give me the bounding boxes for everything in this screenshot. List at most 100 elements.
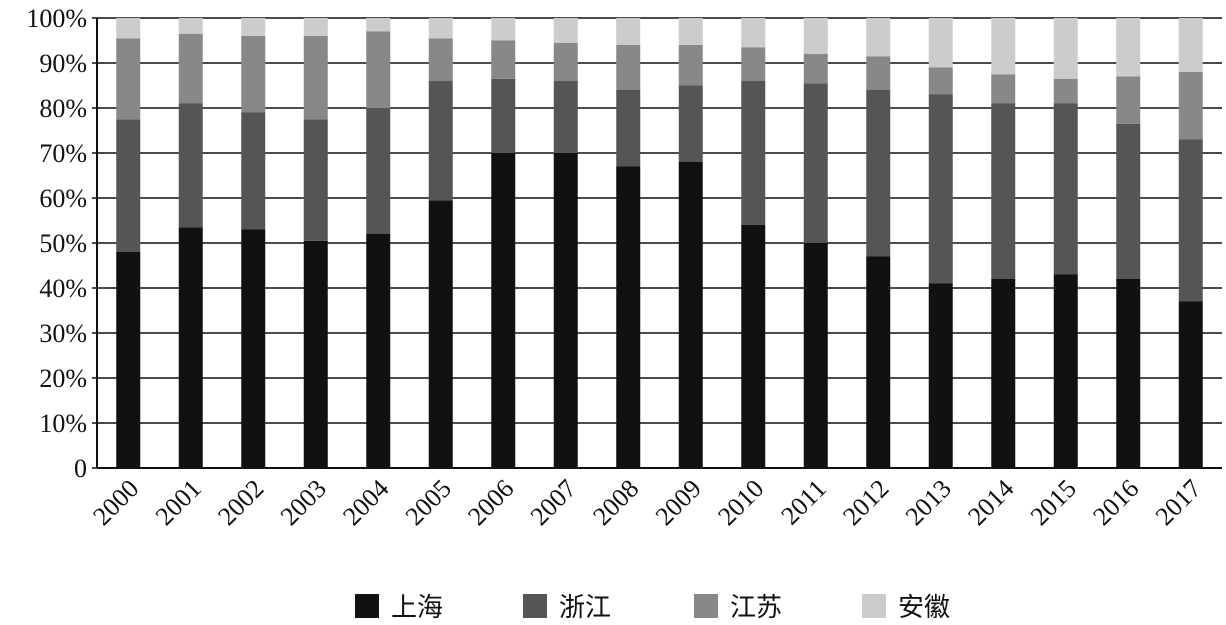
bar-segment: [616, 166, 641, 468]
bar-segment: [1053, 78, 1078, 104]
bar-segment: [116, 119, 141, 252]
bar-segment: [553, 81, 578, 153]
bar-segment: [491, 78, 516, 153]
x-tick-label: 2009: [650, 474, 707, 531]
bar-segment: [303, 240, 328, 468]
x-tick-label: 2013: [900, 474, 957, 531]
bar-segment: [366, 108, 391, 234]
x-tick-label: 2014: [962, 474, 1019, 531]
bar-segment: [616, 90, 641, 167]
bar-segment: [803, 243, 828, 468]
bar-segment: [678, 45, 703, 86]
bar-segment: [241, 18, 266, 36]
bar-segment: [1053, 103, 1078, 275]
bar-segment: [428, 18, 453, 39]
bar-segment: [928, 94, 953, 284]
y-tick-label: 10%: [39, 409, 87, 438]
bar-segment: [1178, 72, 1203, 140]
bar-segment: [991, 18, 1016, 75]
bar-segment: [1116, 76, 1141, 124]
legend-label: 上海: [391, 593, 443, 622]
bar-segment: [491, 153, 516, 468]
bar-segment: [116, 252, 141, 468]
bar-segment: [741, 18, 766, 48]
bar-segment: [1116, 18, 1141, 77]
bar-segment: [553, 153, 578, 468]
bar-segment: [116, 38, 141, 120]
y-tick-label: 50%: [39, 229, 87, 258]
x-tick-label: 2005: [400, 474, 457, 531]
bar-segment: [178, 103, 203, 228]
bar-segment: [303, 36, 328, 120]
bar-segment: [803, 18, 828, 54]
x-tick-label: 2015: [1025, 474, 1082, 531]
x-tick-label: 2017: [1150, 474, 1207, 531]
bar-segment: [616, 45, 641, 90]
bar-segment: [241, 229, 266, 468]
bar-segment: [741, 47, 766, 81]
legend-swatch: [694, 594, 718, 618]
y-tick-label: 40%: [39, 274, 87, 303]
bar-segment: [241, 36, 266, 113]
bar-segment: [991, 279, 1016, 468]
x-tick-label: 2004: [337, 474, 394, 531]
bar-segment: [491, 18, 516, 41]
y-tick-label: 100%: [26, 4, 87, 33]
bar-segment: [553, 42, 578, 81]
x-tick-label: 2008: [587, 474, 644, 531]
x-tick-label: 2010: [712, 474, 769, 531]
y-tick-label: 90%: [39, 49, 87, 78]
bar-segment: [428, 38, 453, 81]
x-tick-label: 2012: [837, 474, 894, 531]
y-tick-label: 70%: [39, 139, 87, 168]
bar-segment: [678, 85, 703, 162]
bar-segment: [928, 283, 953, 468]
bar-segment: [178, 18, 203, 34]
bar-segment: [303, 119, 328, 241]
y-tick-label: 0: [74, 454, 87, 483]
bar-segment: [928, 18, 953, 68]
x-tick-label: 2001: [150, 474, 207, 531]
bar-segment: [1178, 301, 1203, 468]
bar-segment: [803, 54, 828, 84]
bar-segment: [866, 90, 891, 257]
bar-segment: [116, 18, 141, 39]
x-tick-label: 2006: [462, 474, 519, 531]
bar-segment: [741, 81, 766, 225]
bar-segment: [1178, 18, 1203, 72]
x-tick-label: 2007: [525, 474, 582, 531]
bar-segment: [366, 234, 391, 468]
bar-segment: [866, 18, 891, 57]
bar-segment: [1116, 279, 1141, 468]
x-tick-label: 2011: [775, 474, 832, 531]
y-tick-label: 80%: [39, 94, 87, 123]
y-tick-label: 30%: [39, 319, 87, 348]
bar-segment: [866, 56, 891, 90]
x-tick-label: 2000: [87, 474, 144, 531]
bar-segment: [491, 40, 516, 79]
bar-segment: [178, 33, 203, 104]
bar-segment: [1053, 18, 1078, 79]
legend-label: 江苏: [730, 593, 782, 622]
bar-segment: [803, 83, 828, 243]
bar-segment: [616, 18, 641, 45]
bar-segment: [928, 67, 953, 95]
bar-segment: [1053, 274, 1078, 468]
bar-segment: [366, 31, 391, 108]
bar-segment: [428, 200, 453, 468]
bar-segment: [678, 18, 703, 45]
bar-segment: [553, 18, 578, 43]
bar-segment: [366, 18, 391, 32]
bar-segment: [1178, 139, 1203, 302]
y-tick-label: 60%: [39, 184, 87, 213]
bar-segment: [678, 162, 703, 468]
bar-segment: [241, 112, 266, 230]
bar-segment: [428, 81, 453, 201]
x-tick-label: 2002: [212, 474, 269, 531]
legend-label: 浙江: [559, 593, 611, 622]
bar-segment: [991, 74, 1016, 104]
bar-segment: [866, 256, 891, 468]
bar-segment: [741, 225, 766, 468]
x-tick-label: 2003: [275, 474, 332, 531]
